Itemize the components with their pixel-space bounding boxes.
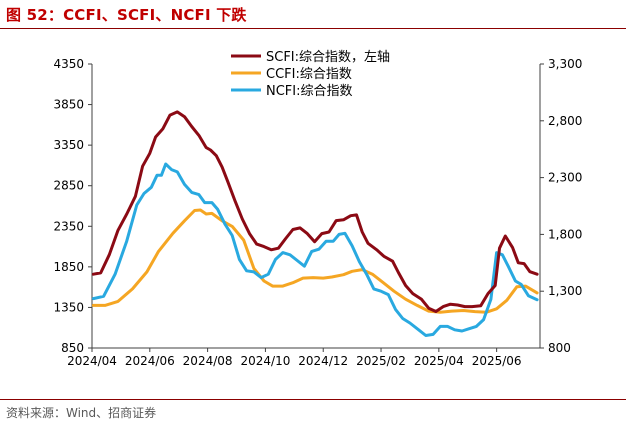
y-right-tick-label: 800 [548, 341, 571, 355]
x-axis: 2024/04 2024/06 2024/08 2024/10 2024/12 2025/… [67, 348, 522, 368]
y-axis-left: 4350 3850 3350 2850 2350 1850 1350 850 [53, 57, 92, 355]
y-left-tick-label: 4350 [53, 57, 84, 71]
figure-title: 图 52：CCFI、SCFI、NCFI 下跌 [6, 6, 247, 24]
y-left-tick-label: 2850 [53, 179, 84, 193]
y-left-tick-label: 2350 [53, 219, 84, 233]
x-tick-label: 2024/08 [183, 354, 233, 368]
x-tick-label: 2025/06 [472, 354, 522, 368]
x-tick-label: 2024/10 [240, 354, 290, 368]
x-tick-label: 2025/02 [356, 354, 406, 368]
y-axis-right: 3,300 2,800 2,300 1,800 1,300 800 [540, 57, 582, 355]
y-right-tick-label: 2,800 [548, 114, 582, 128]
series-line-ncfi [91, 162, 539, 337]
plot-frame [91, 64, 541, 349]
source-note: 资料来源：Wind、招商证券 [6, 406, 157, 420]
x-tick-label: 2024/06 [125, 354, 175, 368]
series-line-scfi [91, 110, 539, 313]
series-line-ccfi [91, 208, 539, 314]
y-right-tick-label: 1,300 [548, 284, 582, 298]
y-left-tick-label: 3850 [53, 98, 84, 112]
x-tick-label: 2025/04 [414, 354, 464, 368]
legend-label-ccfi: CCFI:综合指数 [266, 67, 352, 82]
title-divider [0, 28, 626, 29]
x-tick-label: 2024/04 [67, 354, 117, 368]
legend: SCFI:综合指数，左轴 CCFI:综合指数 NCFI:综合指数 [231, 50, 390, 99]
y-left-tick-label: 850 [61, 341, 84, 355]
legend-label-scfi: SCFI:综合指数，左轴 [266, 50, 390, 65]
y-right-tick-label: 2,300 [548, 171, 582, 185]
y-left-tick-label: 3350 [53, 138, 84, 152]
legend-label-ncfi: NCFI:综合指数 [266, 84, 353, 99]
y-right-tick-label: 1,800 [548, 227, 582, 241]
y-left-tick-label: 1350 [53, 300, 84, 314]
footer-divider [0, 399, 626, 400]
x-tick-label: 2024/12 [298, 354, 348, 368]
series-layer [91, 110, 539, 337]
y-left-tick-label: 1850 [53, 260, 84, 274]
y-right-tick-label: 3,300 [548, 57, 582, 71]
line-chart: 4350 3850 3350 2850 2350 1850 1350 850 3,300 2,8… [53, 50, 582, 368]
